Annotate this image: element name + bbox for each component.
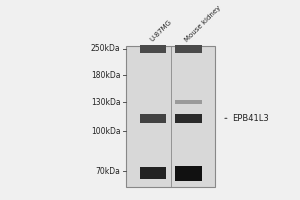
Bar bbox=[175, 166, 202, 181]
Bar bbox=[140, 45, 166, 53]
Bar bbox=[140, 167, 166, 179]
Bar bbox=[175, 100, 202, 104]
Text: U-87MG: U-87MG bbox=[149, 19, 173, 43]
Text: EPB41L3: EPB41L3 bbox=[225, 114, 269, 123]
Text: 100kDa: 100kDa bbox=[91, 127, 121, 136]
Bar bbox=[175, 114, 202, 123]
Bar bbox=[140, 114, 166, 123]
Text: Mouse kidney: Mouse kidney bbox=[184, 5, 222, 43]
Bar bbox=[126, 46, 215, 187]
Text: 180kDa: 180kDa bbox=[91, 71, 121, 80]
Text: 250kDa: 250kDa bbox=[91, 44, 121, 53]
Bar bbox=[175, 45, 202, 53]
Text: 70kDa: 70kDa bbox=[96, 167, 121, 176]
Text: 130kDa: 130kDa bbox=[91, 98, 121, 107]
